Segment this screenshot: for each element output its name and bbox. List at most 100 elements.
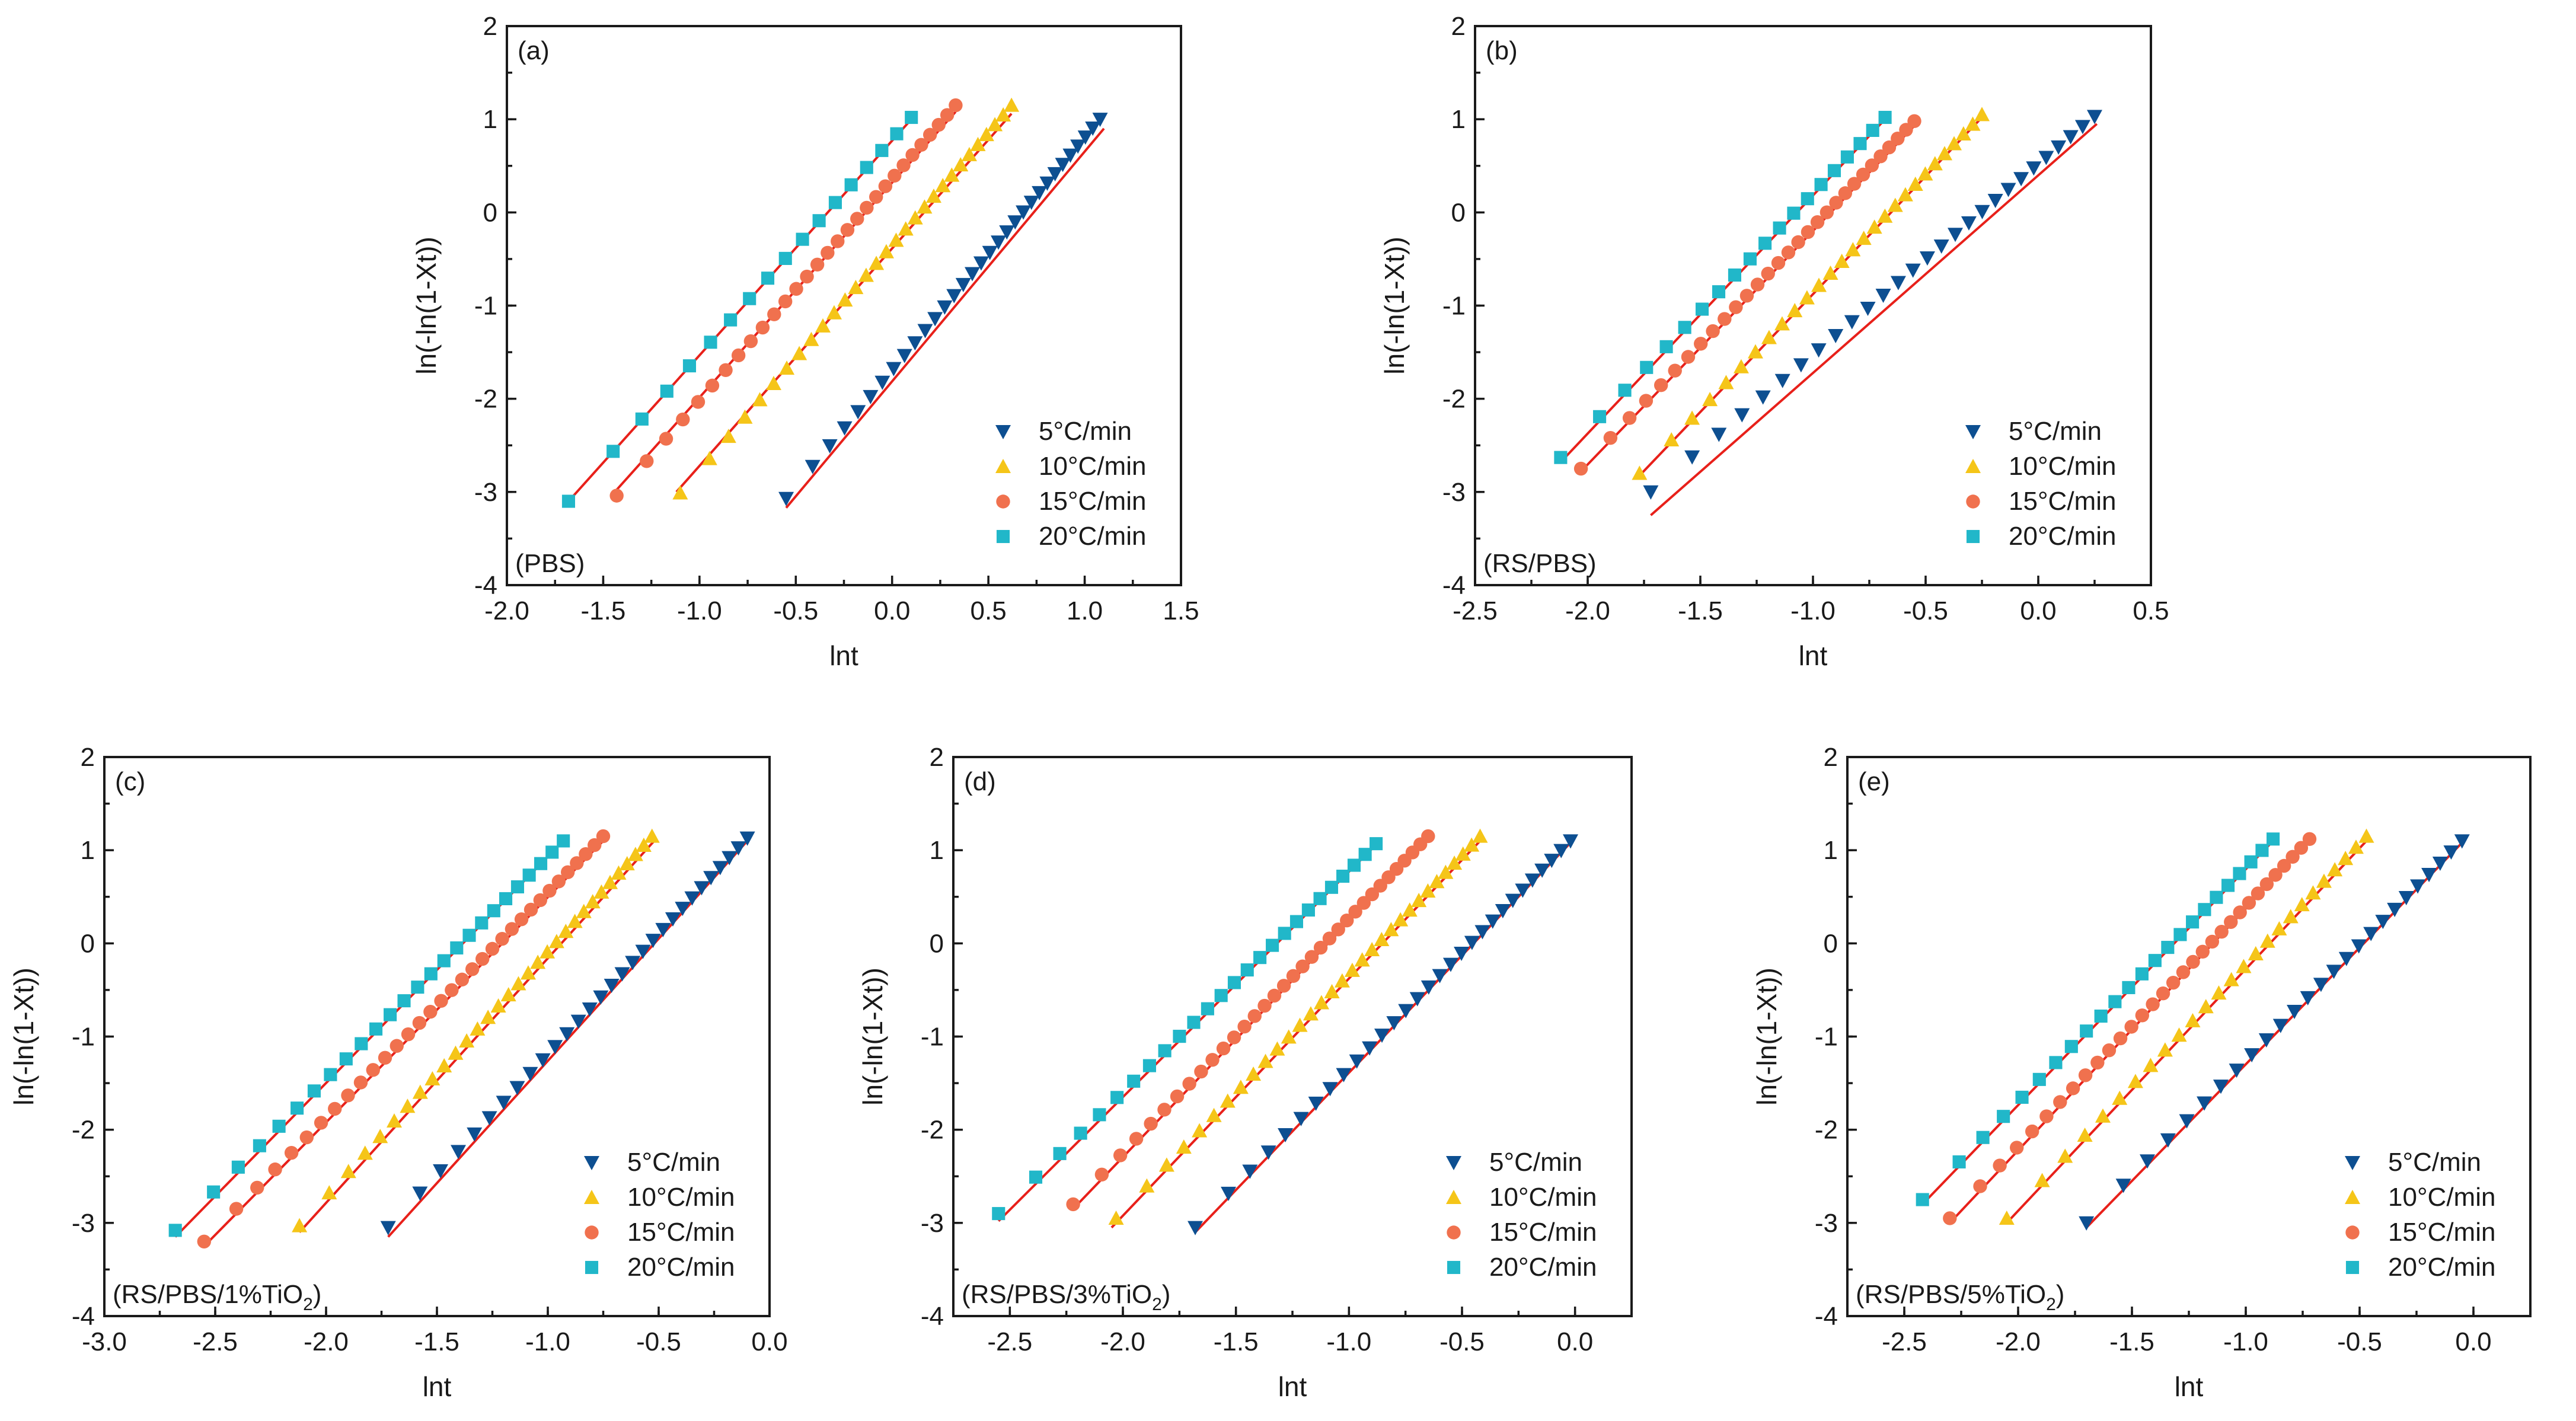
data-point	[1269, 1041, 1285, 1056]
data-point	[2039, 1109, 2054, 1123]
data-point	[2375, 915, 2391, 930]
data-point	[2302, 832, 2317, 847]
data-point	[2272, 1018, 2288, 1033]
data-point	[937, 300, 953, 315]
data-point	[567, 914, 583, 928]
data-point	[2213, 1080, 2229, 1094]
legend-label: 15°C/min	[627, 1218, 735, 1247]
data-point	[1712, 285, 1726, 299]
data-point	[2025, 1124, 2039, 1139]
data-point	[434, 994, 448, 1008]
data-point	[2294, 841, 2309, 855]
data-point	[2090, 1055, 2105, 1070]
data-point	[815, 318, 831, 333]
data-point	[2294, 897, 2310, 912]
data-point	[1791, 235, 1805, 250]
legend-marker	[2345, 1225, 2360, 1240]
data-point	[991, 235, 1007, 250]
data-point	[935, 178, 951, 193]
data-point	[2267, 832, 2280, 846]
data-point	[481, 1111, 497, 1126]
data-point	[520, 965, 536, 980]
data-point	[1563, 834, 1579, 849]
data-point	[1933, 239, 1949, 254]
x-tick-label: -0.5	[1903, 596, 1948, 625]
y-tick-label: 2	[1451, 12, 1466, 41]
x-tick-label: -1.0	[677, 596, 722, 625]
data-point	[1039, 176, 1055, 191]
data-point	[703, 871, 719, 886]
data-point	[2057, 1148, 2073, 1163]
data-point	[448, 1045, 464, 1060]
data-point	[1974, 107, 1990, 122]
data-point	[2210, 890, 2223, 904]
data-point	[1758, 237, 1772, 250]
data-point	[548, 934, 564, 949]
series-2	[1999, 828, 2374, 1225]
chart-panel-2: -2.5 -2.0 -1.5 -1.0 -0.5 0.0 0.5 -4 -3 -2 -1 0 1 2 lnt…	[1379, 12, 2169, 671]
data-point	[1432, 969, 1448, 983]
legend-marker	[1965, 459, 1981, 474]
data-point	[1907, 176, 1923, 191]
data-point	[619, 856, 635, 871]
x-tick-label: -2.0	[1565, 596, 1610, 625]
data-point	[789, 282, 803, 296]
data-point	[530, 954, 546, 969]
data-point	[1718, 312, 1732, 326]
data-point	[1386, 1016, 1402, 1031]
data-point	[844, 178, 858, 191]
data-point	[2176, 965, 2191, 979]
data-point	[752, 392, 768, 407]
legend-label: 20°C/min	[2009, 522, 2116, 551]
y-axis-label: ln(-ln(1-Xt))	[1379, 237, 1410, 375]
legend-marker	[584, 1155, 599, 1170]
data-point	[596, 829, 611, 844]
legend-label: 10°C/min	[2388, 1183, 2495, 1212]
data-point	[1866, 219, 1882, 234]
y-tick-label: 1	[81, 836, 95, 865]
legend-label: 5°C/min	[2388, 1148, 2481, 1177]
data-point	[570, 1014, 586, 1029]
data-point	[1828, 328, 1844, 344]
y-tick-label: 2	[1824, 743, 1838, 772]
data-point	[2351, 939, 2367, 954]
data-point	[1771, 256, 1786, 270]
data-point	[1814, 178, 1828, 191]
x-tick-label: -0.5	[2337, 1327, 2382, 1356]
x-tick-label: -2.0	[304, 1327, 349, 1356]
x-tick-label: -2.5	[193, 1327, 238, 1356]
data-point	[1799, 290, 1815, 305]
y-tick-label: 0	[81, 929, 95, 958]
data-point	[970, 136, 986, 151]
x-axis-label: lnt	[1278, 1371, 1307, 1402]
data-point	[946, 289, 962, 304]
data-point	[2053, 1095, 2067, 1109]
series-4	[168, 834, 570, 1238]
data-point	[614, 967, 630, 982]
data-point	[2271, 921, 2287, 935]
data-point	[2244, 855, 2258, 868]
data-point	[737, 409, 753, 424]
data-point	[796, 232, 809, 246]
data-point	[2032, 1072, 2046, 1086]
data-point	[1774, 316, 1790, 331]
data-point	[1246, 1066, 1262, 1081]
data-point	[514, 912, 529, 927]
data-point	[837, 292, 853, 307]
data-point	[1447, 855, 1463, 870]
data-point	[1409, 992, 1425, 1007]
data-point	[2185, 1013, 2201, 1027]
legend-marker	[1966, 494, 1980, 509]
data-point	[1370, 837, 1383, 851]
data-point	[522, 868, 536, 882]
data-point	[1322, 931, 1337, 946]
data-point	[2087, 110, 2102, 124]
data-point	[961, 146, 977, 161]
data-point	[1281, 1029, 1297, 1044]
data-point	[1322, 1082, 1338, 1097]
data-point	[231, 1160, 245, 1174]
data-point	[1257, 1053, 1273, 1068]
data-point	[1157, 1103, 1172, 1117]
data-point	[655, 922, 671, 937]
